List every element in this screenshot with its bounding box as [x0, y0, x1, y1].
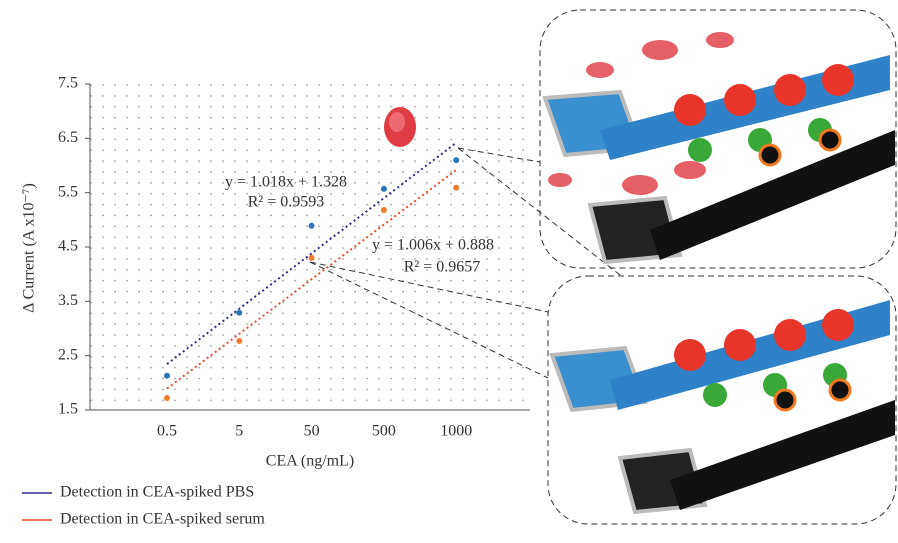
x-axis-label: CEA (ng/mL)	[266, 453, 354, 470]
data-point	[453, 185, 459, 191]
data-point	[164, 373, 170, 379]
figure: Δ Current (A x10⁻⁷) CEA (ng/mL) y = 1.01…	[0, 0, 898, 538]
data-point	[309, 223, 315, 229]
y-tick-label: 3.5	[58, 292, 78, 309]
y-tick-label: 7.5	[58, 75, 78, 92]
y-tick-label: 6.5	[58, 129, 78, 146]
x-tick-label: 50	[304, 423, 320, 440]
data-point	[453, 157, 459, 163]
equation: y = 1.006x + 0.888	[372, 237, 494, 254]
y-tick-label: 4.5	[58, 238, 78, 255]
legend-label: Detection in CEA-spiked PBS	[60, 484, 254, 501]
illustration	[540, 10, 896, 524]
x-tick-label: 5	[235, 423, 243, 440]
legend-label: Detection in CEA-spiked serum	[60, 511, 265, 528]
x-tick-label: 0.5	[157, 423, 177, 440]
data-point	[236, 310, 242, 316]
data-point	[236, 338, 242, 344]
data-point	[164, 395, 170, 401]
x-tick-label: 500	[372, 423, 396, 440]
y-tick-label: 5.5	[58, 183, 78, 200]
r-squared: R² = 0.9657	[404, 259, 481, 276]
data-point	[309, 255, 315, 261]
data-point	[381, 207, 387, 213]
data-point	[381, 186, 387, 192]
equation: y = 1.018x + 1.328	[225, 174, 347, 191]
blood-cell-shine	[389, 112, 405, 132]
y-tick-label: 1.5	[58, 401, 78, 418]
y-tick-label: 2.5	[58, 346, 78, 363]
x-tick-label: 1000	[440, 423, 472, 440]
r-squared: R² = 0.9593	[248, 194, 325, 211]
y-axis-label: Δ Current (A x10⁻⁷)	[21, 183, 38, 313]
